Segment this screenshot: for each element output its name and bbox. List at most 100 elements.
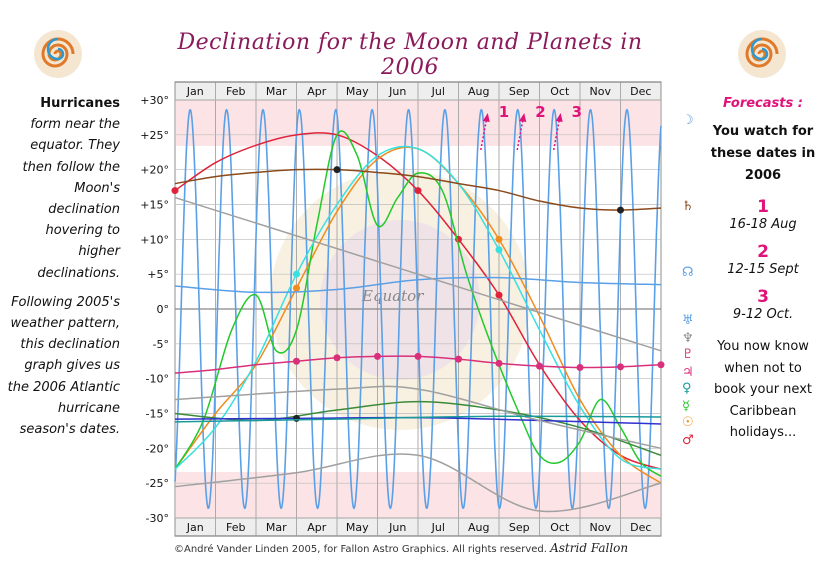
series-teal-line (174, 415, 662, 423)
series-mars-point (171, 187, 179, 195)
series-mercury-line (174, 130, 662, 477)
series-sun-line (174, 145, 662, 470)
planet-glyph: ☊ (682, 265, 694, 280)
forecast-arrowhead (519, 113, 527, 122)
hurricanes-body: form near the equator. They then follow … (22, 117, 120, 281)
planet-glyph: ♀ (682, 381, 692, 396)
planet-glyph: ☉ (682, 415, 694, 430)
copyright-text: ©André Vander Linden 2005, for Fallon As… (174, 544, 547, 555)
month-label-bottom: Nov (590, 521, 612, 534)
series-jupiter-point (333, 354, 341, 362)
planet-glyph: ☽ (682, 113, 694, 128)
series-uranus-line (174, 276, 662, 294)
series-sun-point (495, 246, 503, 254)
month-label-top: Jun (388, 85, 406, 98)
series-saturn-point (617, 206, 624, 214)
forecast-panel: Forecasts : You watch for these dates in… (710, 96, 816, 444)
series-node-line (174, 196, 662, 352)
series-jupiter-point (657, 361, 665, 369)
month-label-bottom: Jul (431, 521, 445, 534)
forecasts-label: Forecasts : (723, 96, 803, 111)
page-title: Declination for the Moon and Planets in … (177, 30, 643, 80)
series-jupiter-point (617, 363, 624, 371)
series-jupiter-point (495, 359, 503, 367)
month-label-bottom: Oct (550, 521, 570, 534)
hurricanes-lead: Hurricanes (40, 96, 120, 111)
month-label-bottom: Dec (630, 521, 651, 534)
forecast-marker-label: 3 (572, 103, 582, 121)
month-label-bottom: Mar (266, 521, 287, 534)
month-label-bottom: Feb (226, 521, 245, 534)
month-label-top: Mar (266, 85, 287, 98)
month-label-bottom: Aug (468, 521, 489, 534)
forecast-num-2: 2 (757, 242, 769, 262)
month-label-top: May (346, 85, 369, 98)
spiral-logo-left (34, 30, 82, 78)
forecast-num-3: 3 (757, 287, 769, 307)
series-jupiter-point (293, 357, 300, 365)
planet-glyph: ♅ (682, 313, 694, 328)
month-label-top: Feb (226, 85, 245, 98)
month-label-top: Jan (186, 85, 204, 98)
y-tick-label: -5° (153, 338, 169, 351)
spiral-logo-right (738, 30, 786, 78)
series-mars-point (414, 187, 422, 195)
forecast-arrowhead (482, 113, 490, 122)
series-pluto-point (293, 414, 300, 422)
series-jupiter-point (374, 352, 381, 360)
hurricane-explanation: Hurricanes form near the equator. They t… (6, 93, 120, 440)
series-lilith-line (174, 453, 662, 513)
y-tick-label: +30° (140, 94, 169, 107)
series-mars-line (174, 132, 662, 470)
equator-annotation: Equator (361, 287, 424, 305)
series-jupiter-point (576, 364, 584, 372)
y-tick-label: -15° (146, 408, 169, 421)
month-label-top: Dec (630, 85, 651, 98)
planet-glyph: ♂ (682, 433, 694, 448)
forecast-dates-1: 16-18 Aug (729, 217, 797, 232)
series-saturn-line (174, 168, 662, 211)
month-label-bottom: Sep (509, 521, 530, 534)
month-label-bottom: Jan (186, 521, 204, 534)
month-label-top: Apr (307, 85, 327, 98)
series-jupiter-point (536, 362, 543, 370)
signature: Astrid Fallon (550, 541, 629, 555)
month-label-top: Sep (509, 85, 530, 98)
y-tick-label: +25° (140, 129, 169, 142)
y-tick-label: -25° (146, 477, 169, 490)
month-label-bottom: Jun (388, 521, 406, 534)
planet-glyph: ♆ (682, 331, 694, 346)
y-tick-label: +5° (147, 268, 169, 281)
planet-glyph: ♄ (682, 199, 694, 214)
planet-glyph: ♃ (682, 365, 694, 380)
month-label-bottom: Apr (307, 521, 327, 534)
month-label-bottom: May (346, 521, 369, 534)
forecast-arrow (552, 117, 561, 151)
series-moon-line (174, 108, 662, 510)
y-tick-label: +15° (140, 199, 169, 212)
y-tick-label: 0° (157, 303, 170, 316)
forecast-marker-label: 1 (499, 103, 509, 121)
series-jupiter-point (455, 355, 462, 363)
y-tick-label: -10° (146, 373, 169, 386)
month-label-top: Jul (431, 85, 445, 98)
month-label-top: Nov (590, 85, 612, 98)
series-sun-point (293, 270, 300, 278)
forecast-arrow (480, 117, 488, 151)
forecast-marker-label: 2 (535, 103, 545, 121)
series-venus-point (495, 235, 503, 243)
y-tick-label: -20° (146, 442, 169, 455)
forecast-num-1: 1 (757, 197, 769, 217)
forecast-arrow (516, 117, 524, 151)
series-venus-point (293, 284, 300, 292)
series-mars-point (495, 291, 503, 299)
series-saturn-point (333, 166, 341, 174)
planet-glyph: ☿ (682, 399, 690, 414)
series-other-line (174, 385, 662, 450)
series-jupiter-point (414, 352, 422, 360)
forecast-dates-3: 9-12 Oct. (732, 307, 794, 322)
planet-glyph: ♇ (682, 347, 694, 362)
forecast-arrowhead (555, 113, 563, 122)
y-tick-label: +20° (140, 164, 169, 177)
